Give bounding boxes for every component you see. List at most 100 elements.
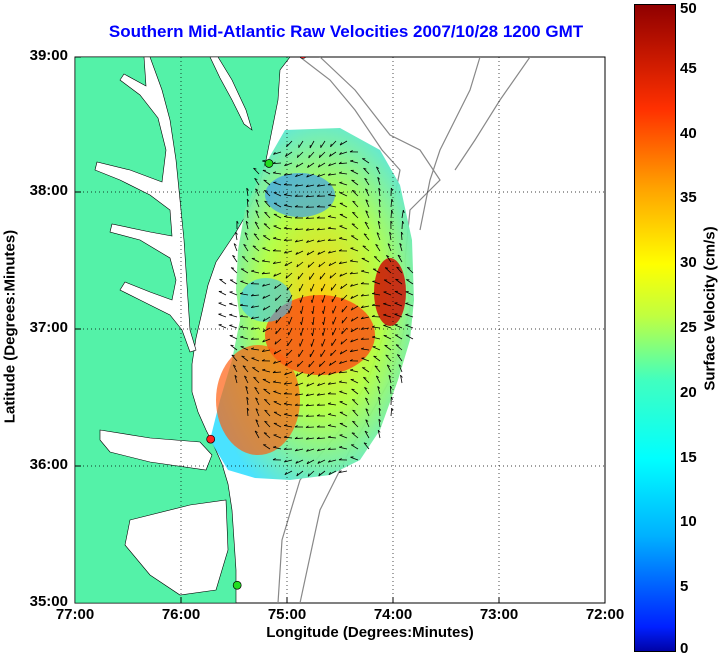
velocity-arrow bbox=[383, 325, 392, 329]
velocity-arrow-head bbox=[284, 250, 287, 254]
velocity-arrow-head bbox=[364, 221, 368, 224]
velocity-arrow bbox=[372, 346, 381, 351]
velocity-arrow-head bbox=[275, 320, 277, 324]
velocity-arrow-head bbox=[363, 442, 367, 445]
velocity-arrow bbox=[372, 336, 381, 340]
velocity-arrow bbox=[242, 365, 249, 373]
velocity-arrow-head bbox=[365, 397, 369, 400]
velocity-arrow bbox=[273, 349, 282, 355]
velocity-arrow bbox=[241, 355, 249, 362]
velocity-arrow-head bbox=[328, 263, 331, 267]
velocity-arrow-head bbox=[383, 324, 387, 326]
velocity-arrow bbox=[328, 205, 337, 208]
velocity-arrow bbox=[394, 313, 403, 318]
velocity-arrow-head bbox=[239, 303, 243, 306]
velocity-arrow-head bbox=[350, 307, 354, 311]
velocity-arrow bbox=[305, 195, 315, 198]
velocity-arrow-head bbox=[231, 354, 235, 357]
velocity-arrow-head bbox=[273, 152, 276, 155]
velocity-arrow bbox=[401, 210, 404, 219]
velocity-arrow-head bbox=[294, 205, 298, 208]
velocity-arrow bbox=[300, 305, 304, 314]
velocity-arrow bbox=[263, 223, 271, 230]
velocity-arrow-head bbox=[360, 327, 364, 330]
velocity-arrow bbox=[395, 344, 403, 351]
velocity-arrow bbox=[229, 314, 238, 318]
velocity-arrow-head bbox=[262, 318, 266, 322]
velocity-arrow bbox=[284, 216, 293, 219]
colorbar-label: Surface Velocity (cm/s) bbox=[701, 226, 719, 391]
velocity-arrow bbox=[328, 425, 337, 428]
velocity-arrow-head bbox=[383, 313, 387, 316]
velocity-arrow-head bbox=[372, 335, 376, 338]
x-tick-label: 76:00 bbox=[161, 606, 201, 623]
velocity-arrow bbox=[378, 210, 381, 219]
velocity-arrow bbox=[386, 255, 392, 263]
velocity-arrow bbox=[350, 170, 359, 175]
velocity-arrow bbox=[341, 316, 348, 324]
velocity-arrow-head bbox=[365, 408, 369, 411]
velocity-arrow bbox=[383, 314, 392, 318]
velocity-arrow bbox=[264, 190, 271, 197]
velocity-arrow-head bbox=[307, 473, 310, 477]
velocity-arrow-head bbox=[328, 413, 332, 415]
velocity-arrow bbox=[233, 243, 238, 252]
velocity-arrow bbox=[239, 304, 249, 307]
velocity-arrow-head bbox=[294, 393, 298, 396]
pamlico-sound bbox=[124, 499, 229, 596]
velocity-arrow bbox=[350, 379, 359, 384]
velocity-arrow bbox=[339, 411, 348, 417]
velocity-arrow bbox=[385, 354, 392, 362]
velocity-arrow-head bbox=[365, 419, 369, 422]
velocity-arrow bbox=[316, 228, 326, 231]
velocity-arrow-head bbox=[272, 249, 276, 252]
velocity-arrow-head bbox=[295, 383, 298, 386]
y-tick-label: 35:00 bbox=[29, 593, 68, 610]
velocity-arrow-head bbox=[308, 155, 310, 159]
velocity-arrow bbox=[240, 293, 249, 296]
velocity-arrow bbox=[364, 178, 370, 186]
velocity-arrow-head bbox=[229, 313, 233, 316]
velocity-vectors bbox=[218, 140, 414, 477]
velocity-arrow bbox=[306, 437, 315, 440]
velocity-arrow-head bbox=[374, 365, 378, 368]
velocity-arrow bbox=[378, 419, 381, 428]
velocity-arrow-head bbox=[352, 200, 356, 203]
velocity-arrow-head bbox=[364, 177, 368, 181]
x-axis-label: Longitude (Degrees:Minutes) bbox=[266, 624, 474, 641]
velocity-arrow bbox=[364, 430, 370, 439]
y-tick-label: 36:00 bbox=[29, 456, 68, 473]
velocity-arrow-head bbox=[397, 354, 401, 357]
velocity-arrow-head bbox=[360, 305, 364, 308]
velocity-arrow-head bbox=[360, 282, 364, 285]
velocity-arrow-head bbox=[299, 332, 302, 336]
velocity-arrow-head bbox=[263, 179, 267, 181]
velocity-arrow-head bbox=[231, 267, 235, 269]
velocity-arrow bbox=[305, 426, 315, 428]
velocity-arrow bbox=[374, 365, 381, 373]
velocity-arrow-head bbox=[340, 285, 343, 289]
velocity-arrow-head bbox=[350, 318, 354, 322]
velocity-arrow bbox=[339, 401, 348, 406]
velocity-arrow bbox=[284, 425, 293, 428]
grid-lines bbox=[75, 57, 605, 603]
velocity-arrow-head bbox=[264, 190, 268, 192]
velocity-arrow-head bbox=[255, 188, 259, 191]
velocity-arrow bbox=[377, 386, 381, 395]
velocity-arrow-head bbox=[310, 343, 312, 347]
colorbar-tick-label: 25 bbox=[680, 319, 697, 336]
velocity-arrow bbox=[339, 349, 348, 355]
velocity-arrow bbox=[361, 258, 370, 263]
velocity-arrow bbox=[305, 404, 315, 407]
velocity-arrow bbox=[255, 397, 260, 406]
velocity-arrow bbox=[350, 247, 359, 252]
velocity-arrow bbox=[327, 436, 337, 439]
velocity-arrow bbox=[262, 283, 271, 287]
velocity-arrow-head bbox=[329, 362, 332, 366]
velocity-arrow bbox=[318, 470, 326, 477]
velocity-arrow-head bbox=[350, 159, 354, 162]
velocity-arrow bbox=[378, 397, 381, 406]
velocity-arrow-head bbox=[402, 209, 405, 214]
velocity-arrow bbox=[350, 305, 359, 311]
velocity-arrow bbox=[299, 283, 304, 292]
